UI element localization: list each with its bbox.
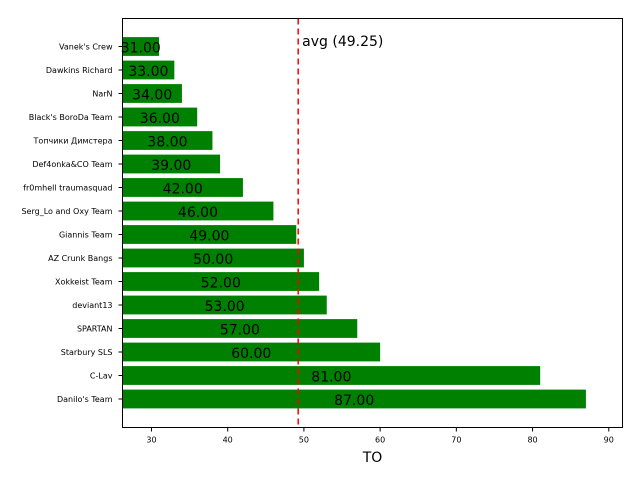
average-label: avg (49.25)	[302, 34, 383, 50]
category-label: Xokkeist Team	[55, 278, 113, 287]
value-labels-group: 31.00 33.00 34.00 36.00 38.00 39.00 42.00 46.00…	[121, 41, 375, 410]
category-label: Starbury SLS	[61, 348, 113, 357]
x-tick-label: 50	[299, 436, 309, 445]
value-label: 57.00	[220, 323, 260, 339]
bar	[122, 131, 213, 150]
x-tick-label: 30	[146, 436, 156, 445]
bar	[122, 84, 182, 103]
category-label: Def4onka&CO Team	[32, 160, 112, 169]
value-label: 46.00	[178, 205, 218, 221]
x-tick-label: 60	[375, 436, 385, 445]
category-label: C-Lav	[90, 372, 113, 381]
bar	[122, 295, 327, 315]
value-label: 38.00	[147, 135, 187, 151]
value-label: 50.00	[193, 252, 233, 268]
bar	[122, 389, 586, 409]
bar	[122, 178, 243, 197]
x-tick-label: 80	[527, 436, 537, 445]
value-label: 81.00	[311, 370, 351, 386]
value-label: 33.00	[128, 64, 168, 80]
x-ticks-group: 30 40 50 60 70 80 90	[146, 427, 614, 445]
category-label: Топчики Димстера	[33, 137, 113, 146]
x-tick-label: 90	[604, 436, 614, 445]
x-tick-label: 70	[451, 436, 461, 445]
category-label: Black's BoroDa Team	[29, 113, 113, 122]
bar	[122, 248, 304, 268]
x-axis-label: TO	[362, 450, 383, 466]
category-label: deviant13	[72, 301, 112, 310]
category-label: SPARTAN	[77, 325, 113, 334]
bar	[122, 107, 198, 127]
bar	[122, 366, 541, 385]
bars-group	[122, 37, 586, 409]
value-label: 31.00	[121, 41, 161, 57]
value-label: 87.00	[334, 393, 374, 409]
value-label: 53.00	[205, 299, 245, 315]
category-label: AZ Crunk Bangs	[48, 254, 112, 263]
category-label: Giannis Team	[59, 231, 113, 240]
bar	[122, 60, 175, 80]
category-label: fr0mhell traumasquad	[23, 184, 112, 193]
value-label: 52.00	[201, 276, 241, 292]
bar	[122, 225, 297, 244]
bar	[122, 342, 381, 362]
category-label: Danilo's Team	[57, 395, 113, 404]
value-label: 49.00	[189, 229, 229, 245]
bar	[122, 154, 221, 174]
plot-frame	[122, 18, 623, 428]
category-labels-group: Vanek's Crew Dawkins Richard NarN Black's B…	[21, 43, 123, 404]
bar	[122, 37, 160, 56]
category-label: Dawkins Richard	[46, 66, 113, 75]
value-label: 34.00	[132, 88, 172, 104]
bar	[122, 272, 320, 291]
x-tick-label: 40	[223, 436, 233, 445]
category-label: Vanek's Crew	[59, 43, 113, 52]
category-label: Serg_Lo and Oxy Team	[21, 207, 112, 216]
category-label: NarN	[92, 90, 112, 99]
value-label: 60.00	[231, 346, 271, 362]
bar	[122, 201, 274, 221]
value-label: 42.00	[163, 182, 203, 198]
value-label: 39.00	[151, 158, 191, 174]
value-label: 36.00	[140, 111, 180, 127]
